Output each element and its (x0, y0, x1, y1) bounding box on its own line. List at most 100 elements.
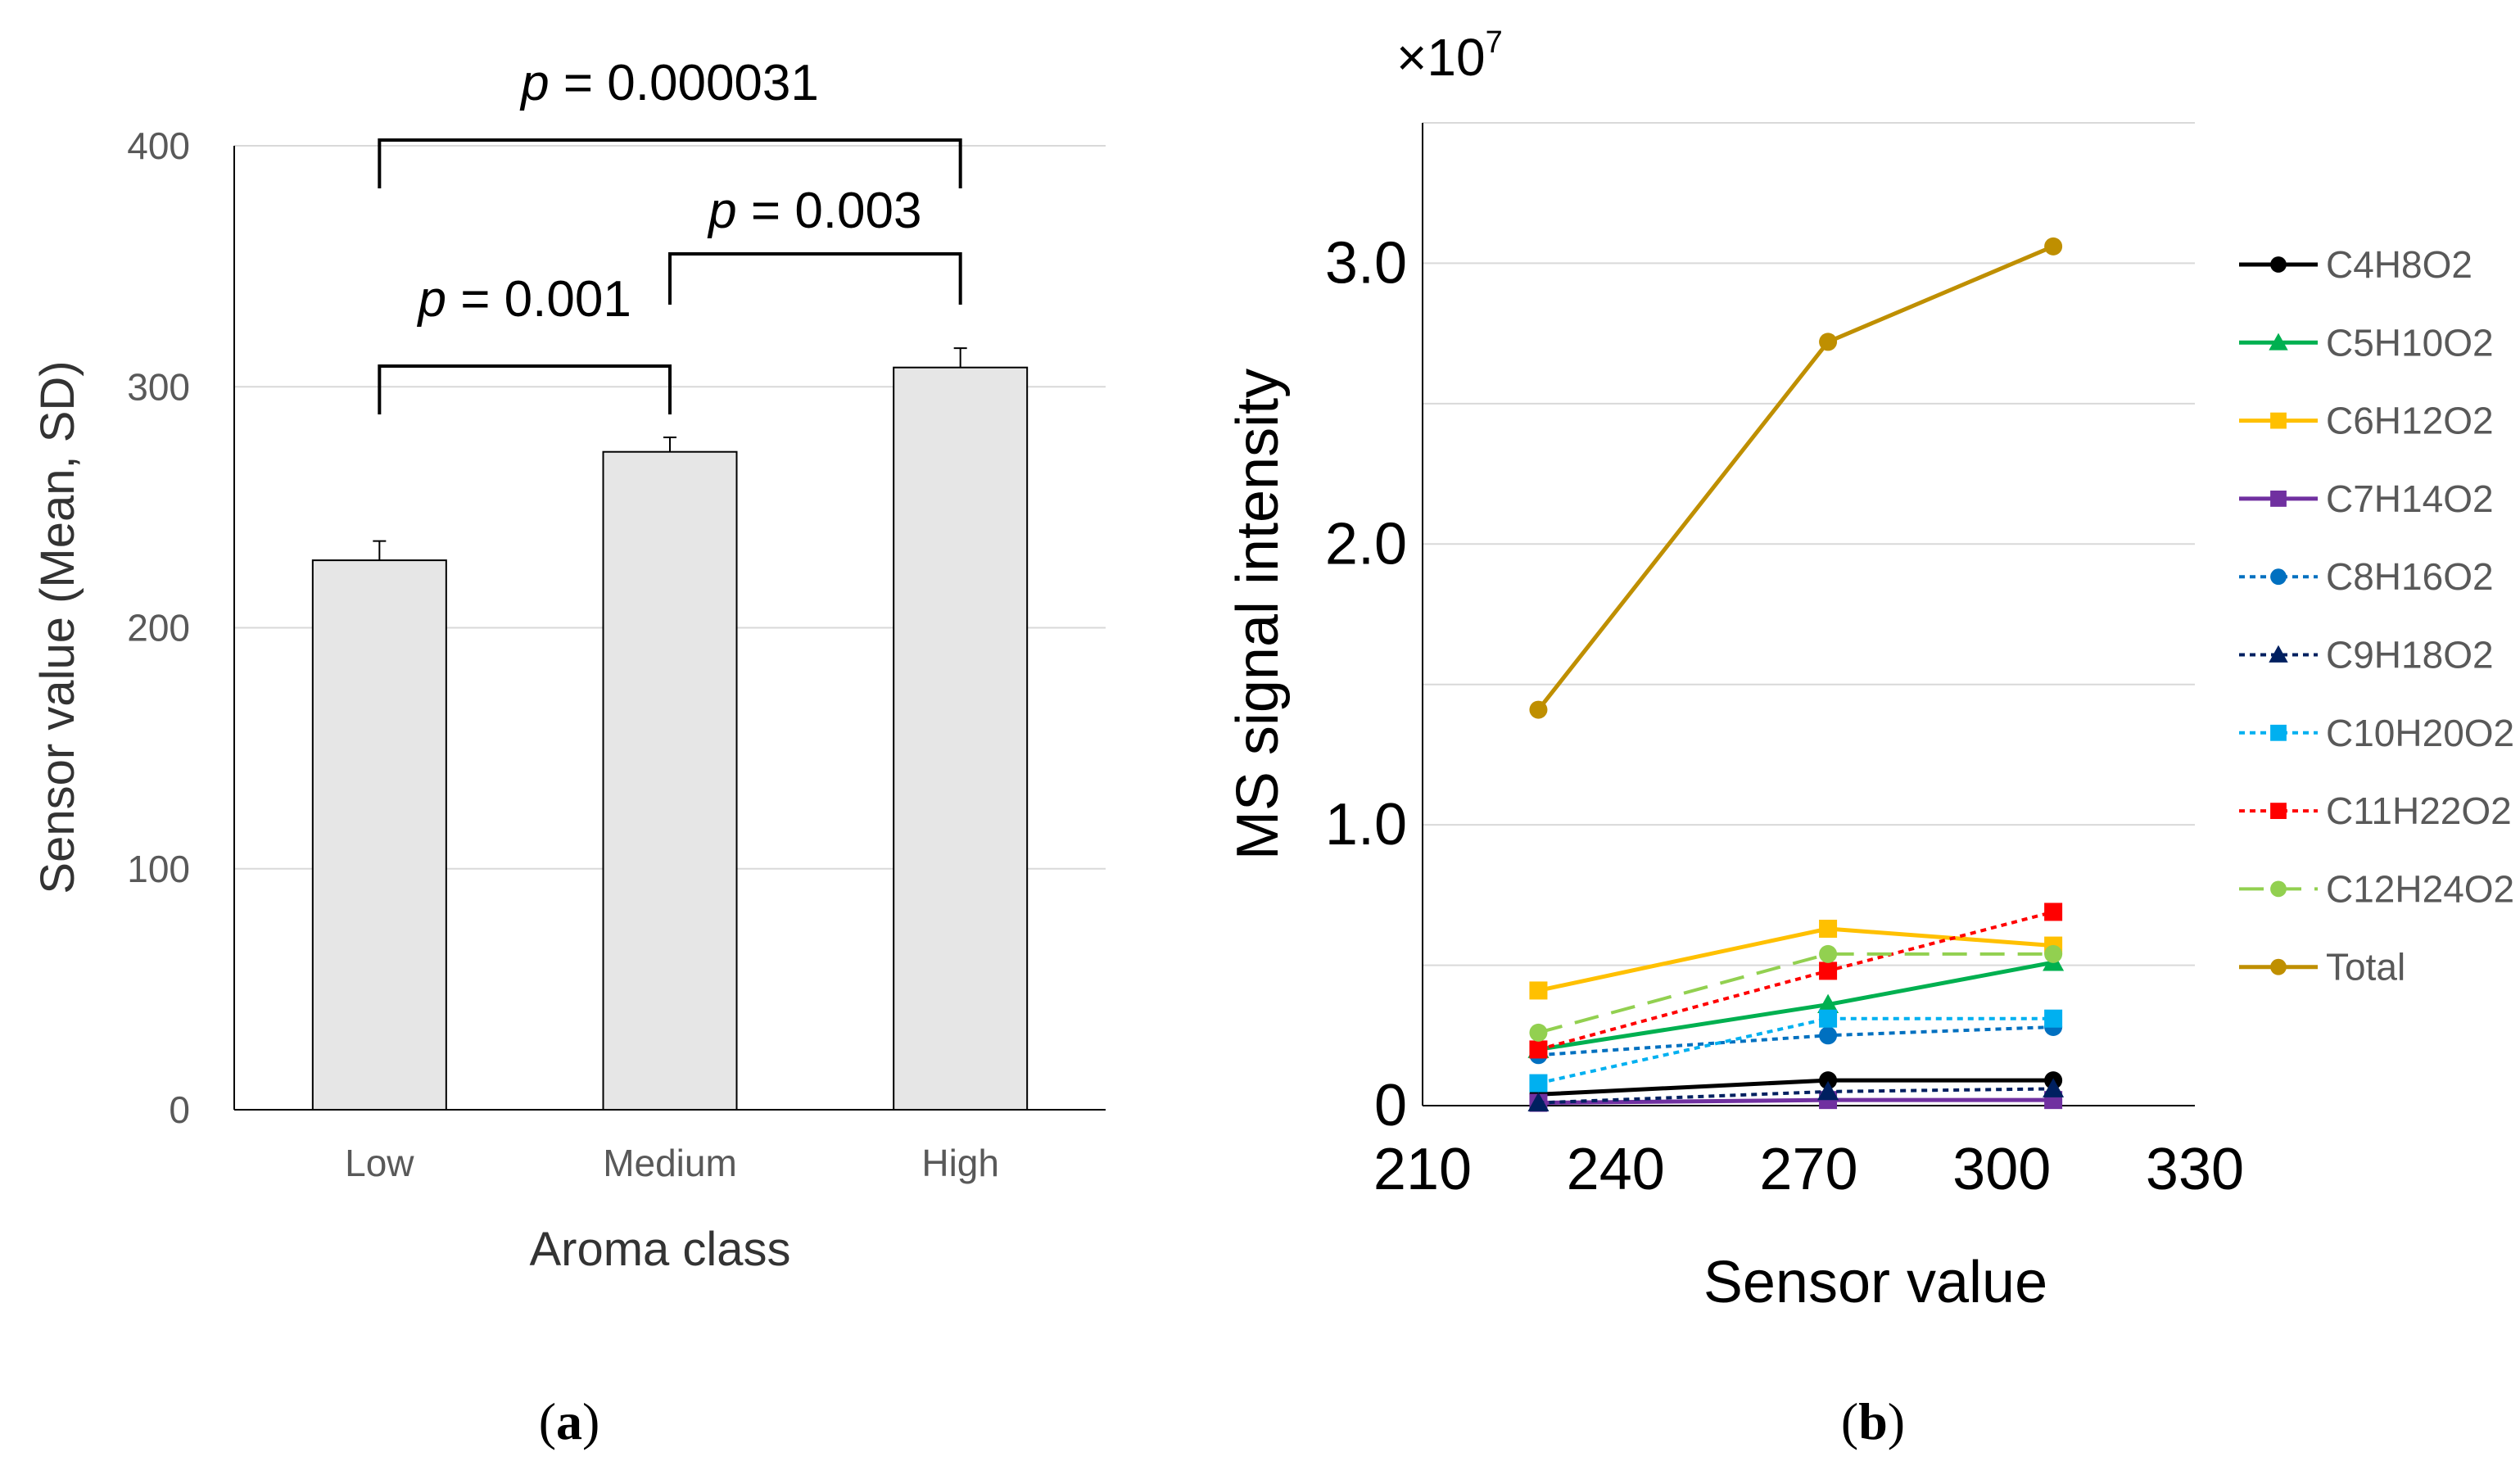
scale-multiplier-exponent: 7 (1486, 25, 1503, 60)
series-total (1529, 237, 2063, 719)
label-letter: a (556, 1392, 582, 1450)
series-line (1538, 1016, 2054, 1085)
panel-a-x-axis-label: Aroma class (529, 1223, 790, 1276)
bar (311, 559, 447, 1111)
legend-label: C9H18O2 (2326, 634, 2494, 676)
panel-a-y-axis-label: Sensor value (Mean, SD) (31, 360, 84, 894)
legend-item: C12H24O2 (2239, 867, 2514, 910)
legend-item: Total (2239, 946, 2405, 989)
y-tick-label: 3.0 (1325, 230, 1407, 296)
y-tick-label: 2.0 (1325, 511, 1407, 577)
legend-item: C9H18O2 (2239, 634, 2494, 676)
legend-item: C5H10O2 (2239, 321, 2494, 364)
label-paren-close: ) (582, 1392, 599, 1450)
label-paren-open: ( (1841, 1392, 1858, 1450)
data-point (2044, 1009, 2063, 1028)
x-tick-label: Low (345, 1142, 414, 1184)
panel-a-x-tick-labels: Low Medium High (345, 1142, 999, 1184)
series-c9h18o2 (1527, 1078, 2065, 1111)
legend-label: C10H20O2 (2326, 712, 2514, 754)
panel-b-x-axis-label: Sensor value (1703, 1250, 2047, 1315)
panel-a-y-tick-labels: 0 100 200 300 400 (127, 124, 190, 1131)
p-value: = 0.001 (446, 271, 631, 328)
legend-item: C11H22O2 (2239, 790, 2512, 832)
legend-item: C6H12O2 (2239, 400, 2494, 442)
x-tick-label: 330 (2146, 1137, 2244, 1202)
legend-label: C6H12O2 (2326, 400, 2494, 442)
data-point (2044, 237, 2063, 256)
legend-label: C7H14O2 (2326, 477, 2494, 520)
y-tick-label: 300 (127, 365, 190, 408)
significance-bracket (378, 138, 962, 188)
data-point (1819, 920, 1838, 938)
data-point (2044, 944, 2063, 963)
series-line (1538, 1025, 2054, 1057)
panel-b-gridlines (1423, 122, 2195, 966)
data-point (1819, 961, 1838, 980)
label-paren-close: ) (1888, 1392, 1905, 1450)
legend-marker (2270, 491, 2287, 507)
x-tick-label: High (921, 1142, 999, 1184)
x-tick-label: 300 (1952, 1137, 2051, 1202)
data-point (1529, 1023, 1548, 1042)
data-point (1527, 1092, 1550, 1111)
significance-label: p = 0.003 (707, 183, 921, 239)
scale-multiplier-base: ×10 (1396, 28, 1486, 87)
label-paren-open: ( (539, 1392, 556, 1450)
significance-bracket (668, 252, 962, 305)
panel-b-legend: C4H8O2 C5H10O2 C6H12O2 C7H14O2 C8H16O2 C9H18O… (2239, 243, 2514, 989)
p-symbol: p (519, 55, 549, 111)
panel-b-series (1527, 237, 2065, 1112)
bar (893, 366, 1029, 1111)
panel-b-line-chart: 0 1.0 2.0 3.0 210 240 270 300 330 C4H8O2 C5H10O2… (1225, 25, 2514, 1450)
p-symbol: p (707, 183, 736, 239)
series-c10h20o2 (1529, 1009, 2063, 1093)
data-point (1529, 981, 1548, 1000)
data-point (1819, 333, 1838, 351)
data-point (2044, 903, 2063, 921)
legend-label: C4H8O2 (2326, 243, 2472, 286)
legend-label: C8H16O2 (2326, 555, 2494, 598)
x-tick-label: 210 (1373, 1137, 1472, 1202)
legend-label: Total (2326, 946, 2405, 989)
y-tick-label: 400 (127, 124, 190, 167)
y-tick-label: 0 (1374, 1073, 1407, 1138)
data-point (1529, 1040, 1548, 1059)
panel-b-y-axis-label: MS signal intensity (1225, 369, 1291, 860)
legend-marker (2270, 568, 2287, 586)
panel-b-scale-multiplier: ×107 (1396, 25, 1503, 87)
label-letter: b (1858, 1392, 1888, 1450)
y-tick-label: 200 (127, 607, 190, 649)
series-c5h10o2 (1527, 952, 2065, 1058)
data-point (1817, 1080, 1839, 1101)
data-point (1819, 944, 1838, 963)
significance-label: p = 0.000031 (519, 55, 819, 111)
legend-label: C12H24O2 (2326, 867, 2514, 910)
x-tick-label: 240 (1567, 1137, 1665, 1202)
panel-b-y-tick-labels: 0 1.0 2.0 3.0 (1325, 230, 1407, 1138)
panel-a-bars (311, 347, 1029, 1111)
p-symbol: p (417, 271, 446, 328)
series-line (1536, 244, 2055, 712)
panel-b-x-tick-labels: 210 240 270 300 330 (1373, 1137, 2244, 1202)
y-tick-label: 0 (169, 1088, 190, 1131)
panel-a-label: (a) (539, 1392, 600, 1450)
data-point (1819, 1009, 1838, 1028)
data-point (2043, 1078, 2065, 1097)
significance-label: p = 0.001 (417, 271, 631, 328)
x-tick-label: Medium (603, 1142, 737, 1184)
data-point (1817, 993, 1839, 1013)
y-tick-label: 1.0 (1325, 792, 1407, 857)
series-c8h16o2 (1529, 1018, 2063, 1065)
data-point (1529, 1074, 1548, 1093)
legend-marker (2270, 256, 2287, 273)
legend-item: C4H8O2 (2239, 243, 2472, 286)
data-point (1819, 1026, 1838, 1045)
x-tick-label: 270 (1759, 1137, 1857, 1202)
legend-item: C10H20O2 (2239, 712, 2514, 754)
p-value: = 0.000031 (550, 55, 819, 111)
legend-label: C5H10O2 (2326, 321, 2494, 364)
